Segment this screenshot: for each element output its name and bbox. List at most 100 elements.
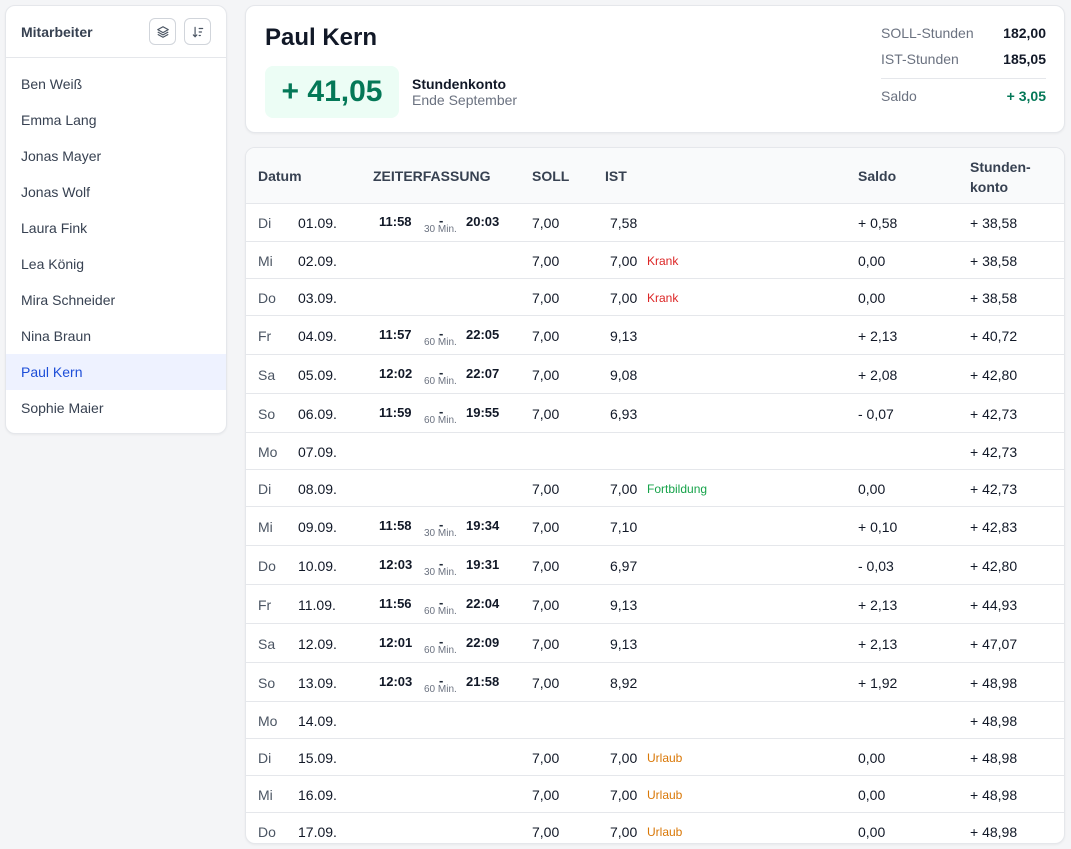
col-ist[interactable]: IST [605,168,627,184]
col-datum[interactable]: Datum [258,168,302,184]
account-period: Ende September [412,92,518,108]
cell-soll: 7,00 [532,215,560,231]
employee-item[interactable]: Jonas Wolf [21,184,90,200]
employee-item[interactable]: Jonas Mayer [21,148,102,164]
col-stundenkonto[interactable]: Stunden- konto [970,157,1031,197]
time-table: Datum ZEITERFASSUNG SOLL IST Saldo Stund… [245,147,1065,844]
cell-start-time: 12:03 [379,557,413,572]
time-separator: - [439,213,444,228]
cell-date: 12.09. [298,636,337,652]
table-row[interactable]: Sa 12.09. 12:01 -60 Min. 22:09 7,00 9,13 + 2,13… [246,624,1064,663]
cell-ist: 7,00 [610,787,638,803]
kpi-ist: IST-Stunden 185,05 [881,46,1046,72]
table-body: Di 01.09. 11:58-30 Min. 20:03 7,00 7,58 + 0,58… [246,204,1064,843]
table-row[interactable]: Mi 09.09. 11:58 -30 Min. 19:34 7,00 7,10 + 0,10… [246,507,1064,546]
cell-weekday: Do [258,290,276,306]
cell-stundenkonto: + 42,80 [970,558,1018,574]
cell-end-time: 21:58 [466,674,500,689]
status-badge: Fortbildung [647,482,708,496]
cell-end-time: 22:05 [466,327,500,342]
table-row[interactable]: Di 01.09. 11:58 -30 Min. 20:03 7,00 7,58 + 0,58… [246,204,1064,242]
cell-soll: 7,00 [532,253,560,269]
cell-ist: 7,00 [610,750,638,766]
cell-soll: 7,00 [532,636,560,652]
cell-break: 30 Min. [424,224,457,235]
employee-item[interactable]: Nina Braun [21,328,92,344]
sidebar-header: Mitarbeiter [6,6,226,58]
cell-break: 60 Min. [424,415,457,426]
cell-ist: 9,13 [610,597,638,613]
cell-stundenkonto: + 48,98 [970,787,1018,803]
table-row[interactable]: Do 10.09. 12:03 -30 Min. 19:31 7,00 6,97 - 0,03… [246,546,1064,585]
cell-end-time: 22:09 [466,635,500,650]
kpi-divider [881,78,1046,79]
table-row[interactable]: Sa 05.09. 12:02 -60 Min. 22:07 7,00 9,08 + 2,08… [246,355,1064,394]
cell-weekday: Do [258,824,276,840]
employee-item[interactable]: Sophie Maier [21,400,104,416]
table-row[interactable]: So 06.09. 11:59 -60 Min. 19:55 7,00 6,93 - 0,07… [246,394,1064,433]
table-row[interactable]: Mo 14.09. + 48,98 [246,702,1064,739]
employee-item[interactable]: Emma Lang [21,112,97,128]
table-row[interactable]: Fr 11.09. 11:56 -60 Min. 22:04 7,00 9,13 + 2,13… [246,585,1064,624]
cell-soll: 7,00 [532,519,560,535]
cell-stundenkonto: + 42,80 [970,367,1018,383]
table-row[interactable]: Mi 02.09. 7,00 7,00 Krank 0,00 + 38,58 [246,242,1064,279]
cell-break: 30 Min. [424,528,457,539]
employee-name: Paul Kern [265,24,378,51]
cell-saldo: + 1,92 [858,675,898,691]
time-separator: - [439,365,444,380]
cell-weekday: So [258,406,276,422]
cell-saldo: + 0,10 [858,519,898,535]
status-badge: Krank [647,291,679,305]
cell-weekday: Di [258,215,272,231]
cell-break: 30 Min. [424,567,457,578]
employee-item[interactable]: Paul Kern [6,354,226,390]
kpi-ist-value: 185,05 [1003,51,1046,67]
time-separator: - [439,517,444,532]
time-separator: - [439,556,444,571]
employee-item[interactable]: Ben Weiß [21,76,83,92]
cell-stundenkonto: + 48,98 [970,750,1018,766]
cell-weekday: Do [258,558,276,574]
cell-date: 02.09. [298,253,337,269]
layers-icon [156,25,169,38]
table-row[interactable]: Do 17.09. 7,00 7,00 Urlaub 0,00 + 48,98 [246,813,1064,843]
cell-soll: 7,00 [532,328,560,344]
cell-break: 60 Min. [424,337,457,348]
col-saldo[interactable]: Saldo [858,168,897,184]
table-row[interactable]: Di 08.09. 7,00 7,00 Fortbildung 0,00 + 42,73 [246,470,1064,507]
time-separator: - [439,404,444,419]
sort-button[interactable] [184,18,211,45]
cell-weekday: Mi [258,787,273,803]
employee-item[interactable]: Laura Fink [21,220,88,236]
cell-end-time: 22:04 [466,596,500,611]
sidebar-actions [149,18,211,45]
cell-date: 11.09. [298,597,336,613]
cell-soll: 7,00 [532,290,560,306]
cell-date: 08.09. [298,481,337,497]
cell-soll: 7,00 [532,824,560,840]
cell-date: 03.09. [298,290,337,306]
cell-saldo: 0,00 [858,787,886,803]
table-row[interactable]: So 13.09. 12:03 -60 Min. 21:58 7,00 8,92 + 1,92… [246,663,1064,702]
cell-ist: 9,08 [610,367,638,383]
status-badge: Urlaub [647,825,683,839]
status-badge: Urlaub [647,788,683,802]
table-row[interactable]: Fr 04.09. 11:57 -60 Min. 22:05 7,00 9,13 + 2,13… [246,316,1064,355]
cell-stundenkonto: + 42,73 [970,406,1018,422]
employee-item[interactable]: Mira Schneider [21,292,116,308]
table-row[interactable]: Do 03.09. 7,00 7,00 Krank 0,00 + 38,58 [246,279,1064,316]
table-row[interactable]: Di 15.09. 7,00 7,00 Urlaub 0,00 + 48,98 [246,739,1064,776]
cell-ist: 6,97 [610,558,638,574]
col-soll[interactable]: SOLL [532,168,570,184]
cell-soll: 7,00 [532,367,560,383]
cell-saldo: - 0,03 [858,558,894,574]
cell-stundenkonto: + 40,72 [970,328,1018,344]
table-row[interactable]: Mi 16.09. 7,00 7,00 Urlaub 0,00 + 48,98 [246,776,1064,813]
cell-soll: 7,00 [532,406,560,422]
summary-card: Paul Kern + 41,05 Stundenkonto Ende Sept… [245,5,1065,133]
col-zeiterfassung[interactable]: ZEITERFASSUNG [373,168,491,184]
employee-item[interactable]: Lea König [21,256,85,272]
table-row[interactable]: Mo 07.09. + 42,73 [246,433,1064,470]
group-button[interactable] [149,18,176,45]
